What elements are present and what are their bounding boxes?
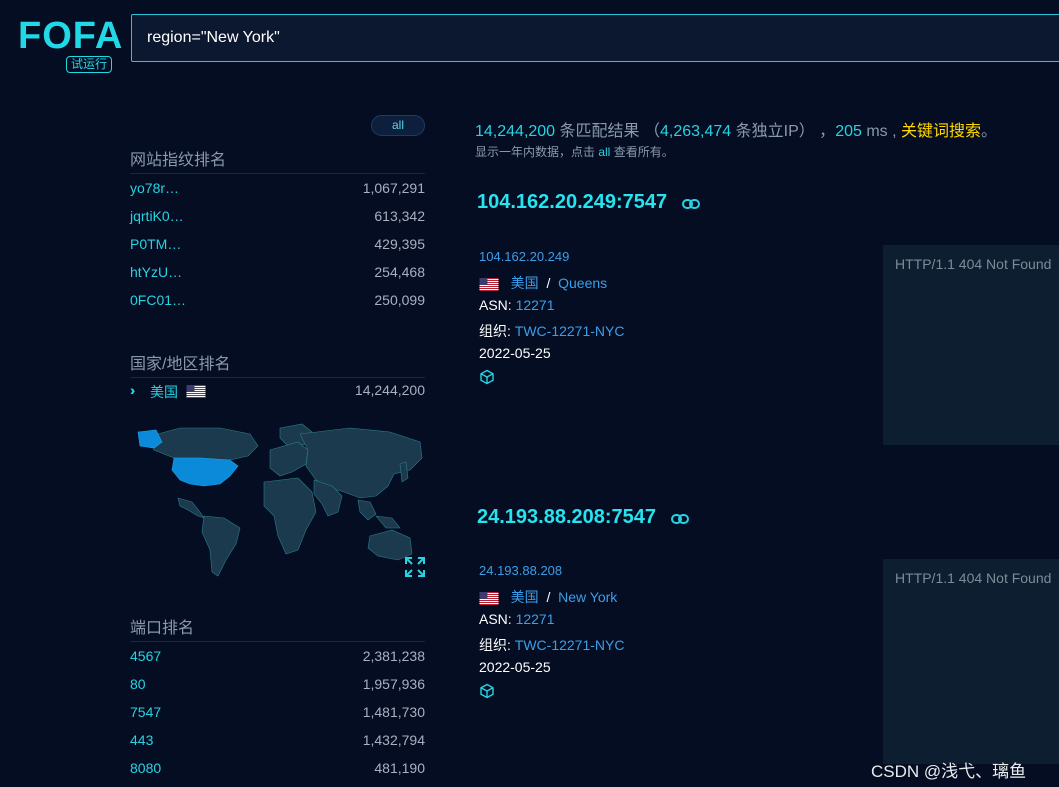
us-flag-icon	[479, 591, 499, 605]
fingerprint-rank-title: 网站指纹排名	[130, 152, 227, 169]
port-label[interactable]: 7547	[130, 704, 162, 720]
cube-icon[interactable]	[479, 683, 495, 699]
end-punct: 。	[981, 123, 998, 140]
fingerprint-item[interactable]: P0TM… 429,395	[130, 236, 425, 256]
unique-ip-count: 4,263,474	[659, 123, 732, 140]
query-time: 205	[835, 123, 862, 140]
fingerprint-count: 1,067,291	[362, 180, 425, 196]
fofa-logo[interactable]: FOFA 试运行	[18, 14, 122, 74]
result-org[interactable]: TWC-12271-NYC	[514, 323, 625, 339]
sub-suffix: 查看所有。	[610, 145, 674, 159]
port-label[interactable]: 4567	[130, 648, 162, 664]
location-separator: /	[546, 589, 551, 605]
result-city[interactable]: New York	[558, 589, 618, 605]
fingerprint-label[interactable]: 0FC01…	[130, 292, 187, 308]
fingerprint-count: 254,468	[374, 264, 425, 280]
world-map[interactable]	[130, 420, 426, 580]
response-panel[interactable]: HTTP/1.1 404 Not Found	[883, 245, 1059, 445]
result-date: 2022-05-25	[479, 345, 551, 361]
country-rank-title: 国家/地区排名	[130, 356, 231, 373]
result-summary: 14,244,200 条匹配结果 （4,263,474 条独立IP） ，205 …	[475, 117, 997, 141]
divider	[130, 377, 425, 378]
fingerprint-label[interactable]: htYzU…	[130, 264, 183, 280]
fingerprint-count: 429,395	[374, 236, 425, 252]
port-count: 1,957,936	[362, 676, 425, 692]
result-title[interactable]: 24.193.88.208:7547	[477, 506, 657, 528]
total-suffix: 条匹配结果 （	[555, 123, 660, 140]
result-location: 美国 / Queens	[479, 273, 607, 293]
response-text: HTTP/1.1 404 Not Found	[895, 570, 1052, 586]
org-label: 组织:	[479, 323, 511, 339]
result-asn-row: ASN: 12271	[479, 297, 555, 313]
fingerprint-item[interactable]: htYzU… 254,468	[130, 264, 425, 284]
fingerprint-item[interactable]: yo78r… 1,067,291	[130, 180, 425, 200]
search-input[interactable]	[131, 14, 1059, 62]
keyword-search-link[interactable]: 关键词搜索	[901, 123, 982, 140]
fingerprint-count: 250,099	[374, 292, 425, 308]
port-count: 481,190	[374, 760, 425, 776]
port-count: 2,381,238	[362, 648, 425, 664]
result-title[interactable]: 104.162.20.249:7547	[477, 191, 668, 213]
result-org-row: 组织: TWC-12271-NYC	[479, 635, 624, 655]
result-country[interactable]: 美国	[510, 275, 539, 291]
fingerprint-label[interactable]: P0TM…	[130, 236, 182, 252]
divider	[130, 641, 425, 642]
country-item[interactable]: ›› 美国 14,244,200	[130, 382, 425, 402]
result-ip[interactable]: 104.162.20.249	[479, 249, 570, 264]
fingerprint-label[interactable]: jqrtiK0…	[130, 208, 184, 224]
org-label: 组织:	[479, 637, 511, 653]
result-ip[interactable]: 24.193.88.208	[479, 563, 563, 578]
all-button[interactable]: all	[371, 115, 425, 136]
unique-suffix: 条独立IP） ，	[731, 123, 836, 140]
location-separator: /	[546, 275, 551, 291]
result-org[interactable]: TWC-12271-NYC	[514, 637, 625, 653]
fullscreen-icon[interactable]	[404, 556, 426, 578]
result-date: 2022-05-25	[479, 659, 551, 675]
asn-label: ASN:	[479, 297, 512, 313]
port-label[interactable]: 80	[130, 676, 146, 692]
fingerprint-item[interactable]: 0FC01… 250,099	[130, 292, 425, 312]
sub-prefix: 显示一年内数据，点击	[475, 145, 599, 159]
us-flag-icon	[186, 385, 206, 398]
link-icon[interactable]	[671, 514, 689, 524]
port-label[interactable]: 8080	[130, 760, 162, 776]
result-country[interactable]: 美国	[510, 589, 539, 605]
port-item[interactable]: 7547 1,481,730	[130, 704, 425, 724]
show-all-link[interactable]: all	[598, 145, 611, 159]
watermark: CSDN @浅弋、璃鱼	[871, 762, 1027, 781]
fingerprint-item[interactable]: jqrtiK0… 613,342	[130, 208, 425, 228]
port-label[interactable]: 443	[130, 732, 154, 748]
result-org-row: 组织: TWC-12271-NYC	[479, 321, 624, 341]
logo-badge: 试运行	[66, 56, 113, 73]
country-label[interactable]: 美国	[150, 384, 178, 400]
port-rank-title: 端口排名	[130, 620, 195, 637]
port-count: 1,481,730	[362, 704, 425, 720]
result-location: 美国 / New York	[479, 587, 617, 607]
result-asn-row: ASN: 12271	[479, 611, 555, 627]
port-item[interactable]: 80 1,957,936	[130, 676, 425, 696]
fingerprint-count: 613,342	[374, 208, 425, 224]
result-sub-summary: 显示一年内数据，点击 all 查看所有。	[475, 143, 674, 160]
us-flag-icon	[479, 277, 499, 291]
chevron-right-icon: ››	[130, 382, 137, 398]
response-panel[interactable]: HTTP/1.1 404 Not Found	[883, 559, 1059, 764]
port-count: 1,432,794	[362, 732, 425, 748]
result-asn[interactable]: 12271	[515, 297, 555, 313]
country-count: 14,244,200	[354, 382, 425, 398]
response-text: HTTP/1.1 404 Not Found	[895, 256, 1052, 272]
time-unit: ms ,	[861, 123, 901, 140]
divider	[130, 173, 425, 174]
logo-text: FOFA	[18, 15, 124, 57]
port-item[interactable]: 8080 481,190	[130, 760, 425, 780]
link-icon[interactable]	[682, 199, 700, 209]
total-count: 14,244,200	[475, 123, 556, 140]
result-asn[interactable]: 12271	[515, 611, 555, 627]
port-item[interactable]: 4567 2,381,238	[130, 648, 425, 668]
result-city[interactable]: Queens	[558, 275, 608, 291]
asn-label: ASN:	[479, 611, 512, 627]
cube-icon[interactable]	[479, 369, 495, 385]
port-item[interactable]: 443 1,432,794	[130, 732, 425, 752]
fingerprint-label[interactable]: yo78r…	[130, 180, 180, 196]
